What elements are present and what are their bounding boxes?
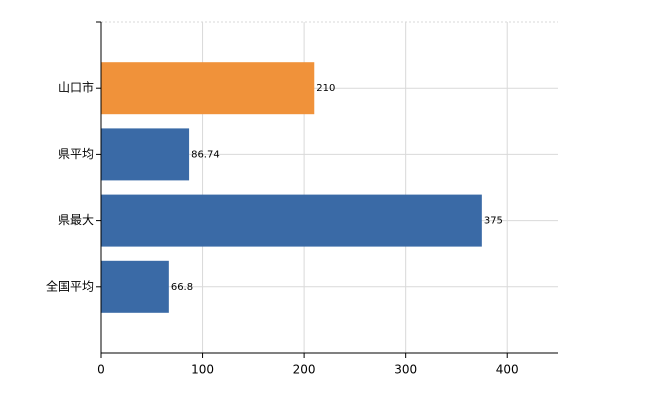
y-tick-label: 全国平均 <box>46 278 94 293</box>
x-tick-label: 400 <box>496 363 519 377</box>
bar <box>101 128 190 181</box>
x-tick-label: 200 <box>293 363 316 377</box>
bar <box>101 260 169 313</box>
value-label: 210 <box>316 83 335 94</box>
x-tick-label: 300 <box>394 363 417 377</box>
y-tick-label: 県平均 <box>58 147 94 161</box>
bar <box>101 62 315 115</box>
x-tick-label: 100 <box>191 363 214 377</box>
value-label: 66.8 <box>171 282 193 293</box>
y-tick-label: 山口市 <box>58 80 94 95</box>
value-label: 86.74 <box>191 149 220 160</box>
value-label: 375 <box>484 216 503 227</box>
bar <box>101 194 482 247</box>
x-tick-label: 0 <box>97 363 105 377</box>
y-tick-label: 県最大 <box>58 213 94 227</box>
